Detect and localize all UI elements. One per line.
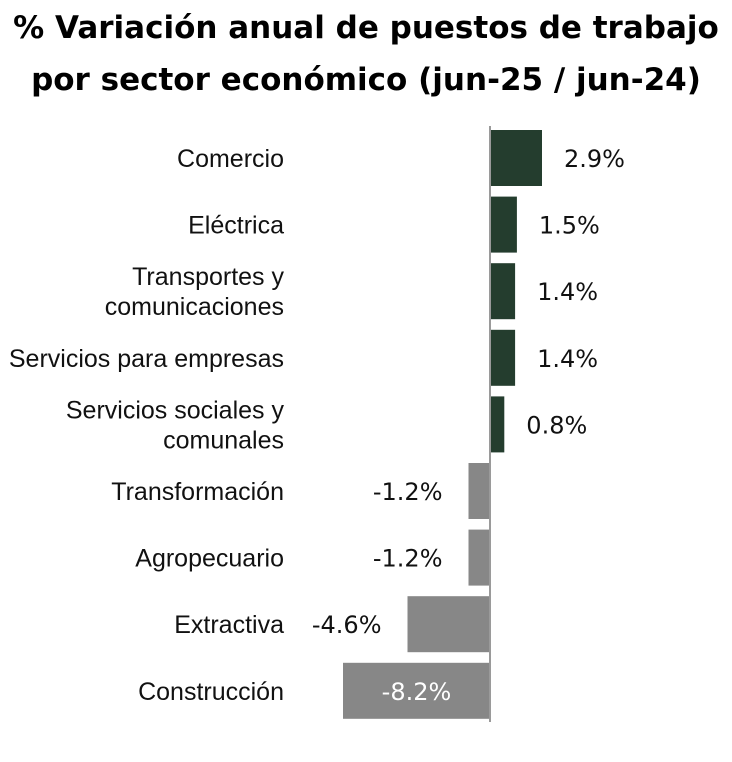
bar-8 [407, 596, 490, 653]
value-label-4: 1.4% [537, 345, 598, 373]
chart-title: % Variación anual de puestos de trabajo … [0, 2, 732, 106]
value-label-8: -4.6% [312, 611, 382, 639]
category-label-7: Agropecuario [135, 545, 284, 573]
category-label-6: Transformación [111, 478, 284, 506]
category-label-5: Servicios sociales y comunales [66, 396, 285, 454]
bar-6 [468, 463, 490, 519]
category-label-1: Comercio [177, 145, 284, 173]
category-label-4: Servicios para empresas [9, 345, 284, 373]
bar-7 [468, 529, 490, 586]
chart-title-line-1: % Variación anual de puestos de trabajo [13, 10, 719, 46]
category-label-8: Extractiva [174, 611, 284, 639]
value-label-2: 1.5% [539, 212, 600, 240]
bar-1 [490, 130, 542, 186]
bar-5 [490, 396, 505, 453]
chart-title-line-2: por sector económico (jun-25 / jun-24) [31, 62, 701, 98]
category-label-2: Eléctrica [188, 212, 284, 240]
value-label-5: 0.8% [526, 411, 587, 439]
category-label-3: Transportes y comunicaciones [105, 263, 285, 321]
bar-9 [343, 662, 490, 719]
value-label-7: -1.2% [373, 545, 443, 573]
value-label-9: -8.2% [382, 678, 452, 706]
value-label-1: 2.9% [564, 145, 625, 173]
bar-2 [490, 196, 517, 253]
value-label-3: 1.4% [537, 278, 598, 306]
value-label-6: -1.2% [373, 478, 443, 506]
bar-4 [490, 329, 516, 386]
bar-3 [490, 263, 516, 320]
category-label-9: Construcción [138, 678, 284, 706]
